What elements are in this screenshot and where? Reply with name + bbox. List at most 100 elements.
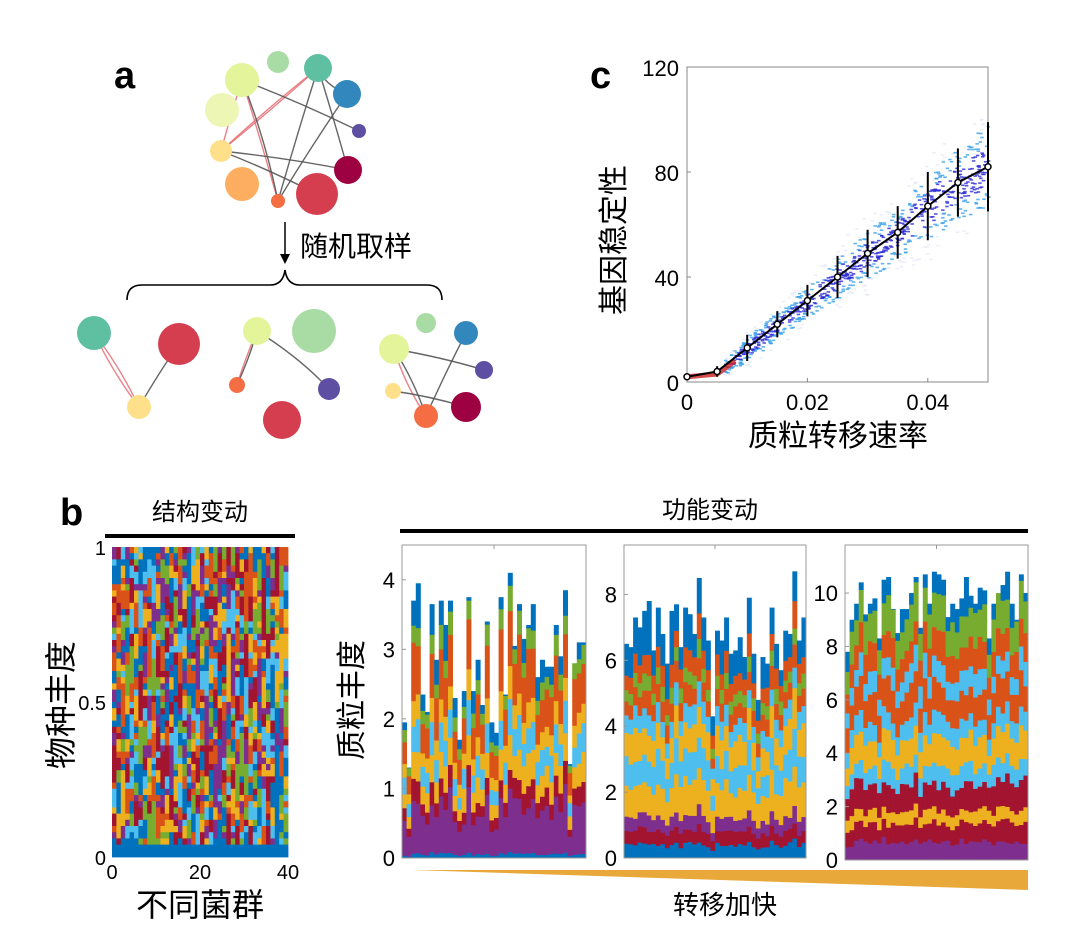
density-cell <box>862 217 867 220</box>
density-cell <box>739 359 744 362</box>
species-segment <box>112 695 117 703</box>
species-segment <box>244 633 249 641</box>
species-segment <box>120 726 126 734</box>
bar-segment <box>512 777 518 799</box>
species-segment <box>274 658 280 666</box>
species-segment <box>252 571 258 579</box>
species-segment <box>279 590 284 597</box>
species-segment <box>156 640 161 647</box>
stacked-bar <box>521 638 527 859</box>
bar-segment <box>530 630 536 649</box>
species-segment <box>134 819 139 827</box>
network-node-n2 <box>267 51 289 73</box>
bar-segment <box>1005 651 1011 672</box>
bar-segment <box>660 721 666 738</box>
species-segment <box>142 720 148 728</box>
species-segment <box>230 664 236 672</box>
density-cell <box>933 200 937 203</box>
bar-segment <box>420 854 426 859</box>
bar-segment <box>872 691 878 726</box>
species-segment <box>226 782 232 790</box>
species-segment <box>191 745 196 752</box>
density-cell <box>930 195 934 198</box>
species-segment <box>186 726 192 734</box>
species-segment <box>230 571 236 579</box>
stacked-bar <box>701 617 707 859</box>
species-segment <box>244 770 249 777</box>
bar-segment <box>705 640 711 671</box>
density-cell <box>921 173 926 176</box>
bar-segment <box>787 749 793 782</box>
density-cell <box>838 306 842 309</box>
bar-segment <box>544 746 550 766</box>
species-segment <box>252 633 258 641</box>
species-segment <box>257 764 262 771</box>
species-segment <box>164 770 170 777</box>
species-segment <box>191 795 196 802</box>
species-segment <box>266 596 271 604</box>
bar-segment <box>755 787 761 804</box>
species-segment <box>116 627 122 635</box>
bar-segment <box>1014 786 1020 815</box>
density-cell <box>798 311 802 313</box>
species-segment <box>252 695 258 703</box>
species-segment <box>195 602 201 610</box>
density-cell <box>820 293 824 295</box>
bar-segment <box>845 651 850 672</box>
species-segment <box>204 547 210 554</box>
bar-segment <box>783 707 789 727</box>
species-segment <box>200 826 205 833</box>
species-segment <box>151 596 157 604</box>
density-cell <box>912 259 916 262</box>
bar-segment <box>849 619 855 632</box>
species-segment <box>208 553 214 560</box>
bar-segment <box>867 603 873 614</box>
species-segment <box>222 801 227 808</box>
stacked-bar <box>982 590 988 861</box>
stacked-bar <box>540 659 545 859</box>
density-cell <box>984 193 989 195</box>
species-segment <box>252 838 258 845</box>
density-cell <box>903 261 907 264</box>
stacked-bar <box>895 633 901 861</box>
density-cell <box>786 338 790 341</box>
density-cell <box>769 330 774 333</box>
bar-segment <box>705 790 711 823</box>
species-segment <box>125 664 130 672</box>
bar-segment <box>886 656 892 676</box>
density-cell <box>886 247 890 250</box>
bar-segment <box>466 735 472 766</box>
species-segment <box>261 801 267 808</box>
bar-segment <box>801 656 807 674</box>
species-segment <box>230 578 236 585</box>
species-segment <box>116 578 122 585</box>
bar-segment <box>724 845 730 859</box>
density-cell <box>735 351 739 354</box>
species-segment <box>270 714 276 721</box>
bar-segment <box>927 724 933 745</box>
stacked-bar <box>438 600 444 859</box>
species-segment <box>244 621 249 628</box>
stacked-bar <box>792 571 798 859</box>
bar-segment <box>637 826 643 843</box>
bar-segment <box>480 724 486 754</box>
bar-segment <box>655 748 661 785</box>
species-segment <box>222 615 227 622</box>
bar-segment <box>664 758 670 780</box>
bar-segment <box>973 788 979 812</box>
density-cell <box>979 177 983 180</box>
density-cell <box>836 255 841 257</box>
species-segment <box>182 708 188 715</box>
species-segment <box>279 547 284 554</box>
density-cell <box>929 197 934 199</box>
species-segment <box>230 652 236 659</box>
density-cell <box>921 219 925 222</box>
density-cell <box>902 223 906 226</box>
species-segment <box>116 807 122 814</box>
species-segment <box>134 739 139 746</box>
species-segment <box>160 615 166 622</box>
species-segment <box>151 826 157 833</box>
species-segment <box>235 689 240 697</box>
species-segment <box>230 726 236 734</box>
bar-segment <box>778 746 784 771</box>
